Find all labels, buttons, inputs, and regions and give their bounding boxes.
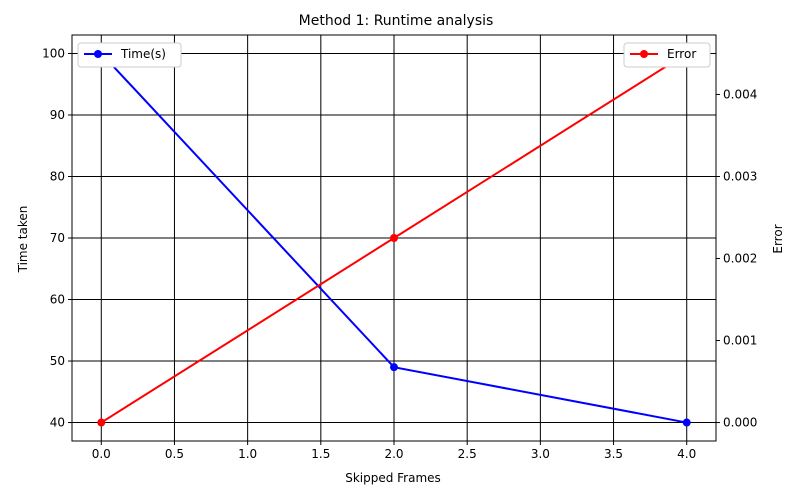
y-left-tick-label: 80: [50, 169, 65, 183]
legend-left-label: Time(s): [120, 47, 166, 61]
y-left-tick-label: 50: [50, 354, 65, 368]
legend-left-marker: [94, 50, 102, 58]
y-left-tick-label: 90: [50, 108, 65, 122]
y-right-tick-label: 0.004: [723, 87, 757, 101]
y-left-tick-label: 70: [50, 231, 65, 245]
legend-left: Time(s): [77, 42, 182, 68]
x-tick-label: 2.5: [458, 447, 477, 461]
y-axis-right-label: Error: [771, 224, 785, 253]
y-axis-left: 40 50 60 70 80 90 100: [42, 46, 72, 430]
x-tick-label: 2.0: [384, 447, 403, 461]
x-tick-label: 1.5: [311, 447, 330, 461]
x-tick-label: 4.0: [677, 447, 696, 461]
data-point-time-s: [390, 363, 398, 372]
data-point-error: [97, 418, 106, 427]
data-point-error: [390, 234, 398, 242]
x-tick-label: 3.5: [604, 447, 623, 461]
y-right-tick-label: 0.003: [723, 169, 757, 183]
legend-right-label: Error: [667, 47, 696, 61]
legend-right: Error: [623, 42, 711, 68]
chart-title: Method 1: Runtime analysis: [299, 13, 494, 29]
data-point-time-s: [682, 418, 691, 427]
x-tick-label: 0.5: [165, 447, 184, 461]
legend-right-box: [623, 42, 711, 68]
x-axis: 0.0 0.5 1.0 1.5 2.0 2.5 3.0 3.5 4.0: [92, 441, 696, 461]
y-left-tick-label: 40: [50, 416, 65, 430]
y-left-tick-label: 60: [50, 293, 65, 307]
legend-right-marker: [640, 50, 648, 58]
y-left-tick-label: 100: [42, 46, 65, 60]
x-tick-label: 1.0: [238, 447, 257, 461]
y-right-tick-label: 0.002: [723, 252, 757, 266]
x-tick-label: 0.0: [92, 447, 111, 461]
y-axis-left-label: Time taken: [16, 206, 30, 274]
y-right-tick-label: 0.000: [723, 416, 757, 430]
x-axis-label: Skipped Frames: [345, 471, 441, 485]
y-right-tick-label: 0.001: [723, 334, 757, 348]
x-tick-label: 3.0: [531, 447, 550, 461]
legend-left-box: [77, 42, 182, 68]
y-axis-right: 0.000 0.001 0.002 0.003 0.004: [716, 87, 757, 430]
